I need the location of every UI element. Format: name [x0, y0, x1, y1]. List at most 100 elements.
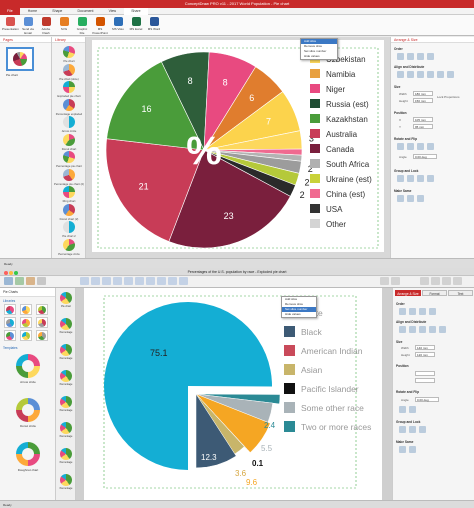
- send-email-button[interactable]: Send via Email: [20, 17, 36, 35]
- library-thumb[interactable]: [20, 330, 32, 341]
- tab-arrange-size[interactable]: Arrange & Size: [395, 290, 421, 296]
- same-width-icon[interactable]: [407, 195, 414, 202]
- pie-slice-exploded[interactable]: [195, 393, 271, 453]
- present-icon[interactable]: [453, 277, 462, 285]
- x-field[interactable]: 105 mm: [413, 117, 433, 122]
- library-thumb[interactable]: [20, 317, 32, 328]
- pie-slice-main[interactable]: [103, 302, 272, 470]
- exploded-pie-chart[interactable]: 75.112.33.60.19.65.52.4WhiteBlackAmerica…: [84, 288, 382, 500]
- pie-chart[interactable]: 8 8673222232116%UzbekistanNamibiaNigerRus…: [92, 40, 384, 252]
- chain-icon[interactable]: [91, 277, 100, 285]
- unlock-icon[interactable]: [427, 175, 434, 182]
- rectangle-icon[interactable]: [124, 277, 133, 285]
- context2-add-slice[interactable]: Add slice: [285, 297, 298, 301]
- library-item[interactable]: Pie chart 2: [54, 221, 84, 238]
- library-thumb[interactable]: [20, 304, 32, 315]
- menu-home[interactable]: Home: [27, 9, 38, 13]
- align-top-icon-2[interactable]: [429, 326, 436, 333]
- ungroup-icon-2[interactable]: [409, 426, 416, 433]
- section-size[interactable]: Size: [394, 85, 401, 89]
- layers-icon[interactable]: [26, 277, 35, 285]
- drawing-canvas[interactable]: 8 8 6 7 3 2 2 2 23 21 16% Uzbekistan Namibia Niger Rus…: [86, 37, 390, 258]
- align-center-icon[interactable]: [407, 71, 414, 78]
- excel-button[interactable]: MS Excel: [128, 17, 144, 35]
- context-hide-values[interactable]: Hide values: [304, 54, 320, 58]
- section2-order[interactable]: Order: [396, 302, 405, 306]
- libraries-header[interactable]: Libraries: [3, 299, 16, 303]
- ungroup-icon[interactable]: [407, 175, 414, 182]
- grid-icon[interactable]: [380, 277, 389, 285]
- panel-tab-arrange[interactable]: Arrange & Size: [391, 37, 474, 43]
- align-top-icon[interactable]: [427, 71, 434, 78]
- flip-horizontal-icon[interactable]: [417, 143, 424, 150]
- context2-set-slice-number[interactable]: Set slice number: [282, 307, 316, 312]
- align-right-icon-2[interactable]: [419, 326, 426, 333]
- width-field[interactable]: 180 mm: [413, 91, 433, 96]
- library-item[interactable]: Donut chart: [54, 133, 84, 151]
- library-item-2[interactable]: Percentage: [58, 344, 74, 360]
- group-icon[interactable]: [397, 175, 404, 182]
- section-rotate[interactable]: Rotate and Flip: [394, 137, 418, 141]
- library-item[interactable]: Percentage circle: [54, 238, 84, 256]
- send-backward-icon[interactable]: [417, 53, 424, 60]
- library-thumb[interactable]: [36, 330, 48, 341]
- section-position[interactable]: Position: [394, 111, 407, 115]
- arc-icon[interactable]: [157, 277, 166, 285]
- align-bottom-icon[interactable]: [447, 71, 454, 78]
- word-button[interactable]: MS Word: [146, 17, 162, 35]
- context-remove-slice[interactable]: Remove slice: [304, 44, 323, 48]
- text-icon[interactable]: [179, 277, 188, 285]
- section-make-same[interactable]: Make Same: [394, 189, 412, 193]
- align-left-icon[interactable]: [397, 71, 404, 78]
- solutions-icon[interactable]: [4, 277, 13, 285]
- align-right-icon[interactable]: [417, 71, 424, 78]
- info-icon[interactable]: [442, 277, 451, 285]
- library-item-2[interactable]: Percentage: [58, 370, 74, 386]
- y-field[interactable]: 95 mm: [413, 124, 433, 129]
- library-thumb[interactable]: [4, 317, 16, 328]
- same-width-icon-2[interactable]: [409, 446, 416, 453]
- library-thumb[interactable]: [4, 304, 16, 315]
- lock-proportions-checkbox[interactable]: Lock Proportions: [437, 95, 460, 99]
- close-window-icon[interactable]: [4, 271, 8, 275]
- page-thumbnail[interactable]: [6, 47, 34, 71]
- front-icon-2[interactable]: [399, 308, 406, 315]
- visio-button[interactable]: MS Visio: [110, 17, 126, 35]
- bring-front-icon[interactable]: [397, 53, 404, 60]
- bring-forward-icon[interactable]: [407, 53, 414, 60]
- smart-icon[interactable]: [80, 277, 89, 285]
- template-item[interactable]: Donut circle: [8, 398, 48, 428]
- drawing-canvas-2[interactable]: 75.112.33.60.19.65.52.4WhiteBlackAmerica…: [76, 288, 392, 500]
- pie-slice-exploded[interactable]: [195, 393, 237, 469]
- library-item-2[interactable]: Percentage: [58, 422, 74, 438]
- template-item[interactable]: Arrow circle: [8, 354, 48, 384]
- behaviour-icon[interactable]: [37, 277, 46, 285]
- align-bottom-icon-2[interactable]: [439, 326, 446, 333]
- tree-icon[interactable]: [102, 277, 111, 285]
- send-back-icon[interactable]: [427, 53, 434, 60]
- library-item[interactable]: Exploded pie chart: [54, 81, 84, 98]
- section2-size[interactable]: Size: [396, 340, 403, 344]
- y-field-2[interactable]: [415, 378, 435, 383]
- flip-icon-2[interactable]: [409, 406, 416, 413]
- pages-icon[interactable]: [15, 277, 24, 285]
- menu-view[interactable]: View: [108, 9, 117, 13]
- lock-icon-2[interactable]: [419, 426, 426, 433]
- section2-rotate[interactable]: Rotate and Flip: [396, 390, 420, 394]
- library-thumb[interactable]: [4, 330, 16, 341]
- oval-icon[interactable]: [135, 277, 144, 285]
- align-middle-icon[interactable]: [437, 71, 444, 78]
- tab-format[interactable]: Format: [422, 290, 447, 296]
- format-painter-icon[interactable]: [420, 277, 429, 285]
- library-item-2[interactable]: Percentage: [58, 448, 74, 464]
- same-size-icon[interactable]: [397, 195, 404, 202]
- pie-slice[interactable]: [168, 149, 291, 249]
- rulers-icon[interactable]: [391, 277, 400, 285]
- library-item[interactable]: Pie chart: [54, 46, 84, 63]
- align-left-icon-2[interactable]: [399, 326, 406, 333]
- menu-shape[interactable]: Shape: [52, 9, 63, 13]
- snap-icon[interactable]: [113, 277, 122, 285]
- powerpoint-button[interactable]: MS PowerPoint: [92, 17, 108, 35]
- library-thumb[interactable]: [36, 317, 48, 328]
- height-field[interactable]: 150 mm: [413, 98, 433, 103]
